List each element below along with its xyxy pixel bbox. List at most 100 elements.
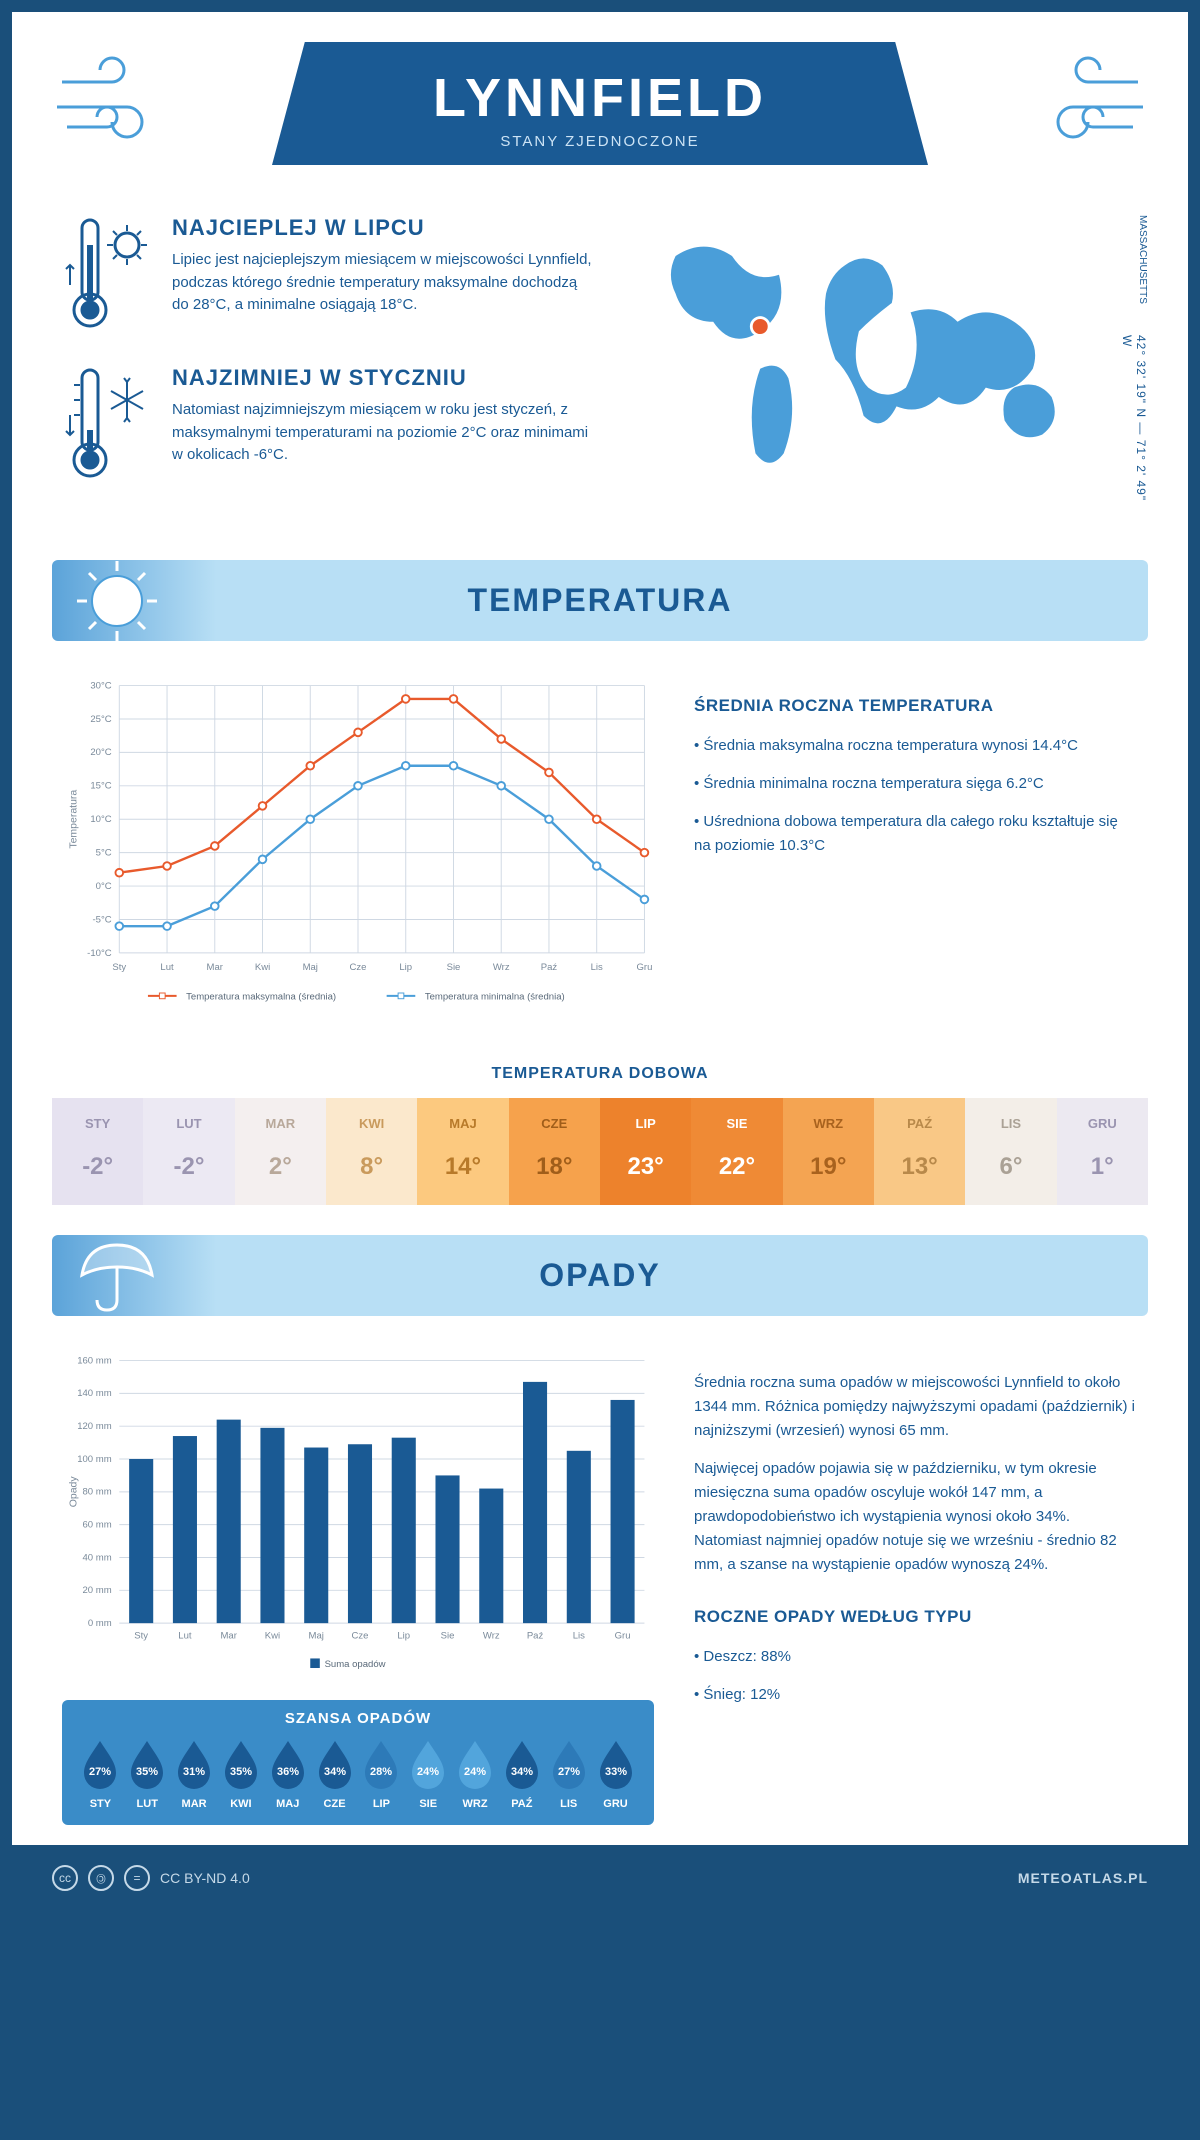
- svg-text:Sty: Sty: [134, 1630, 148, 1641]
- by-icon: 🄯: [88, 1865, 114, 1891]
- license-text: CC BY-ND 4.0: [160, 1870, 250, 1886]
- svg-text:Suma opadów: Suma opadów: [325, 1659, 386, 1670]
- city-name: LYNNFIELD: [292, 67, 908, 129]
- daily-temp-title: TEMPERATURA DOBOWA: [12, 1045, 1188, 1098]
- coordinates: 42° 32' 19" N — 71° 2' 49" W: [1120, 335, 1148, 515]
- temp-heading: TEMPERATURA: [468, 582, 733, 619]
- rain-para: Średnia roczna suma opadów w miejscowośc…: [694, 1371, 1138, 1443]
- svg-text:27%: 27%: [89, 1766, 111, 1778]
- svg-text:35%: 35%: [136, 1766, 158, 1778]
- svg-text:Sie: Sie: [447, 962, 461, 973]
- country-name: STANY ZJEDNOCZONE: [292, 133, 908, 150]
- temp-section-header: TEMPERATURA: [52, 560, 1148, 641]
- svg-text:25°C: 25°C: [90, 714, 111, 725]
- svg-text:24%: 24%: [417, 1766, 439, 1778]
- svg-text:Wrz: Wrz: [493, 962, 510, 973]
- daily-temp-table: STY-2°LUT-2°MAR2°KWI8°MAJ14°CZE18°LIP23°…: [52, 1098, 1148, 1205]
- daily-temp-cell: CZE18°: [509, 1098, 600, 1205]
- thermometer-hot-icon: [62, 215, 152, 335]
- rain-drop: 24%SIE: [405, 1737, 452, 1810]
- svg-text:34%: 34%: [324, 1766, 346, 1778]
- rain-drop: 36%MAJ: [264, 1737, 311, 1810]
- rain-section-header: OPADY: [52, 1235, 1148, 1316]
- daily-temp-cell: MAR2°: [235, 1098, 326, 1205]
- svg-text:0°C: 0°C: [96, 881, 112, 892]
- temp-bullet: • Średnia minimalna roczna temperatura s…: [694, 772, 1138, 796]
- world-map-icon: [638, 215, 1108, 485]
- svg-text:80 mm: 80 mm: [83, 1486, 112, 1497]
- warmest-text: Lipiec jest najcieplejszym miesiącem w m…: [172, 249, 598, 317]
- svg-text:Maj: Maj: [303, 962, 318, 973]
- rain-drop: 34%CZE: [311, 1737, 358, 1810]
- svg-text:Gru: Gru: [615, 1630, 631, 1641]
- svg-text:20°C: 20°C: [90, 747, 111, 758]
- rain-para: Najwięcej opadów pojawia się w październ…: [694, 1457, 1138, 1577]
- daily-temp-cell: SIE22°: [691, 1098, 782, 1205]
- nd-icon: =: [124, 1865, 150, 1891]
- header: LYNNFIELD STANY ZJEDNOCZONE: [12, 12, 1188, 185]
- rain-chart-row: 0 mm20 mm40 mm60 mm80 mm100 mm120 mm140 …: [12, 1331, 1188, 1846]
- svg-text:35%: 35%: [230, 1766, 252, 1778]
- svg-text:Wrz: Wrz: [483, 1630, 500, 1641]
- coldest-title: NAJZIMNIEJ W STYCZNIU: [172, 365, 598, 391]
- precipitation-bar-chart: 0 mm20 mm40 mm60 mm80 mm100 mm120 mm140 …: [62, 1351, 654, 1676]
- svg-text:33%: 33%: [605, 1766, 627, 1778]
- svg-text:Temperatura maksymalna (średni: Temperatura maksymalna (średnia): [186, 992, 336, 1003]
- rain-drop: 27%STY: [77, 1737, 124, 1810]
- temp-bullet: • Średnia maksymalna roczna temperatura …: [694, 734, 1138, 758]
- rain-drop: 34%PAŹ: [498, 1737, 545, 1810]
- svg-text:Cze: Cze: [352, 1630, 369, 1641]
- rain-type-bullet: • Śnieg: 12%: [694, 1683, 1138, 1707]
- daily-temp-cell: PAŹ13°: [874, 1098, 965, 1205]
- coldest-text: Natomiast najzimniejszym miesiącem w rok…: [172, 399, 598, 467]
- rain-drop: 27%LIS: [545, 1737, 592, 1810]
- svg-text:Lip: Lip: [397, 1630, 410, 1641]
- intro-row: NAJCIEPLEJ W LIPCU Lipiec jest najcieple…: [12, 185, 1188, 545]
- svg-text:Sie: Sie: [441, 1630, 455, 1641]
- daily-temp-cell: LUT-2°: [143, 1098, 234, 1205]
- wind-icon: [52, 52, 182, 152]
- svg-text:Temperatura minimalna (średnia: Temperatura minimalna (średnia): [425, 992, 565, 1003]
- daily-temp-cell: MAJ14°: [417, 1098, 508, 1205]
- site-name: METEOATLAS.PL: [1018, 1870, 1148, 1886]
- svg-text:60 mm: 60 mm: [83, 1519, 112, 1530]
- daily-temp-cell: STY-2°: [52, 1098, 143, 1205]
- svg-text:30°C: 30°C: [90, 680, 111, 691]
- svg-text:120 mm: 120 mm: [77, 1421, 111, 1432]
- temp-bullet: • Uśredniona dobowa temperatura dla całe…: [694, 810, 1138, 858]
- svg-text:28%: 28%: [370, 1766, 392, 1778]
- svg-text:Paź: Paź: [541, 962, 558, 973]
- thermometer-cold-icon: [62, 365, 152, 485]
- svg-text:Mar: Mar: [220, 1630, 237, 1641]
- state-label: MASSACHUSETTS: [1137, 215, 1148, 304]
- rain-drop: 24%WRZ: [452, 1737, 499, 1810]
- rain-drop: 33%GRU: [592, 1737, 639, 1810]
- footer: cc 🄯 = CC BY-ND 4.0 METEOATLAS.PL: [12, 1845, 1188, 1911]
- rain-drop: 35%KWI: [217, 1737, 264, 1810]
- svg-text:40 mm: 40 mm: [83, 1552, 112, 1563]
- svg-text:Paź: Paź: [527, 1630, 544, 1641]
- svg-text:-5°C: -5°C: [92, 914, 111, 925]
- svg-text:Opady: Opady: [67, 1475, 79, 1507]
- map-column: MASSACHUSETTS 42° 32' 19" N — 71° 2' 49"…: [638, 215, 1138, 515]
- sun-icon: [72, 556, 162, 646]
- coldest-block: NAJZIMNIEJ W STYCZNIU Natomiast najzimni…: [62, 365, 598, 485]
- svg-text:Kwi: Kwi: [255, 962, 270, 973]
- rain-type-title: ROCZNE OPADY WEDŁUG TYPU: [694, 1607, 1138, 1627]
- warmest-title: NAJCIEPLEJ W LIPCU: [172, 215, 598, 241]
- svg-text:-10°C: -10°C: [87, 948, 112, 959]
- title-banner: LYNNFIELD STANY ZJEDNOCZONE: [272, 42, 928, 165]
- svg-text:34%: 34%: [511, 1766, 533, 1778]
- umbrella-icon: [72, 1230, 162, 1320]
- daily-temp-cell: WRZ19°: [783, 1098, 874, 1205]
- svg-text:36%: 36%: [277, 1766, 299, 1778]
- svg-text:Lut: Lut: [178, 1630, 192, 1641]
- rain-chance-panel: SZANSA OPADÓW 27%STY35%LUT31%MAR35%KWI36…: [62, 1700, 654, 1825]
- svg-text:Sty: Sty: [112, 962, 126, 973]
- daily-temp-cell: KWI8°: [326, 1098, 417, 1205]
- rain-drop: 28%LIP: [358, 1737, 405, 1810]
- cc-icon: cc: [52, 1865, 78, 1891]
- svg-text:Mar: Mar: [207, 962, 224, 973]
- infographic-page: LYNNFIELD STANY ZJEDNOCZONE NAJCIEPLEJ W…: [0, 0, 1200, 1923]
- svg-text:Lis: Lis: [573, 1630, 585, 1641]
